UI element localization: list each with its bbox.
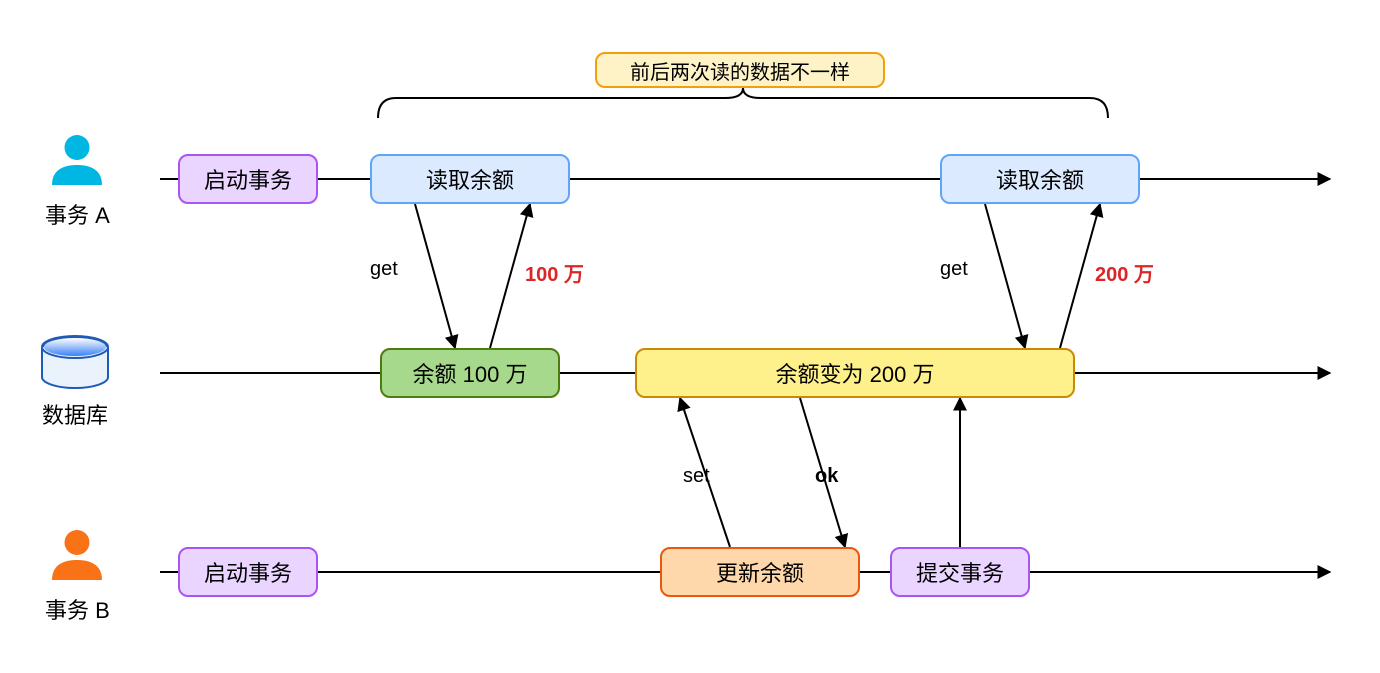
node-text: 余额 100 万: [413, 357, 528, 389]
node-start-transaction-a: 启动事务: [178, 154, 318, 204]
lane-icon-database: 数据库: [40, 335, 110, 430]
node-balance-100: 余额 100 万: [380, 348, 560, 398]
node-text: 提交事务: [916, 556, 1004, 588]
lane-label: 事务 B: [45, 593, 110, 625]
lane-label: 事务 A: [45, 198, 110, 230]
node-balance-200: 余额变为 200 万: [635, 348, 1075, 398]
lane-label: 数据库: [42, 398, 108, 430]
edge-label: 100 万: [525, 258, 584, 287]
database-icon: [40, 335, 110, 390]
node-read-balance-1: 读取余额: [370, 154, 570, 204]
diagram-canvas: 前后两次读的数据不一样 事务 A 数据库 事务: [0, 0, 1380, 673]
node-text: 更新余额: [716, 556, 804, 588]
person-icon: [47, 525, 107, 585]
edge-label: set: [683, 465, 710, 488]
node-text: 启动事务: [204, 163, 292, 195]
edge-label: ok: [815, 465, 838, 488]
lane-icon-transaction-a: 事务 A: [45, 130, 110, 230]
node-text: 读取余额: [996, 163, 1084, 195]
node-text: 启动事务: [204, 556, 292, 588]
node-read-balance-2: 读取余额: [940, 154, 1140, 204]
edge-label: get: [940, 258, 968, 281]
edge-label: 200 万: [1095, 258, 1154, 287]
node-text: 读取余额: [426, 163, 514, 195]
callout-text: 前后两次读的数据不一样: [630, 56, 850, 85]
lane-icon-transaction-b: 事务 B: [45, 525, 110, 625]
node-update-balance: 更新余额: [660, 547, 860, 597]
edge-label: get: [370, 258, 398, 281]
node-commit-transaction: 提交事务: [890, 547, 1030, 597]
callout-box: 前后两次读的数据不一样: [595, 52, 885, 88]
node-text: 余额变为 200 万: [776, 357, 935, 389]
person-icon: [47, 130, 107, 190]
node-start-transaction-b: 启动事务: [178, 547, 318, 597]
